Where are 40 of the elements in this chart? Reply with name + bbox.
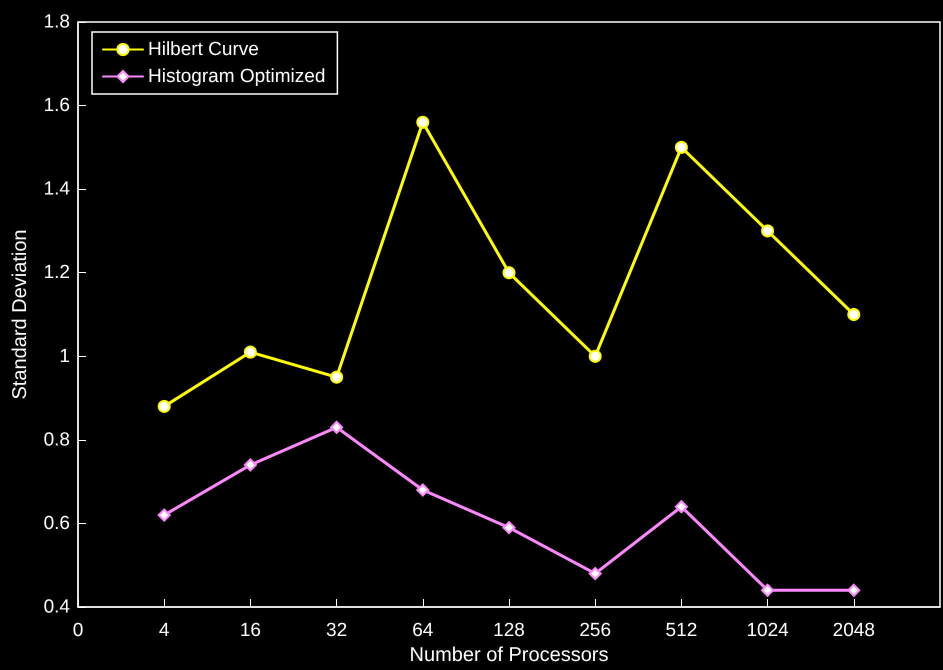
x-tick-label: 2048 <box>832 620 875 641</box>
y-tick-label: 1.2 <box>44 262 70 284</box>
point <box>588 350 602 363</box>
y-tick-label: 1 <box>59 346 70 367</box>
point <box>674 140 688 154</box>
point <box>847 308 860 321</box>
point <box>761 584 774 597</box>
point <box>502 266 516 280</box>
point <box>847 584 860 597</box>
x-tick-label: 1024 <box>746 620 790 641</box>
x-tick-label: 32 <box>326 620 348 641</box>
y-tick-label: 0.4 <box>44 596 70 618</box>
point <box>330 420 344 434</box>
y-tick-label: 0.6 <box>44 512 70 534</box>
point <box>502 521 516 534</box>
x-tick-label: 64 <box>412 620 434 641</box>
point <box>761 224 774 238</box>
point <box>244 346 257 359</box>
x-tick-label: 16 <box>240 620 261 641</box>
point <box>158 508 171 522</box>
point <box>588 567 602 580</box>
x-tick-label: 0 <box>72 620 84 641</box>
point <box>416 484 430 496</box>
point <box>416 116 430 129</box>
y-tick-label: 1.6 <box>44 95 70 116</box>
point <box>158 400 171 413</box>
point <box>244 458 257 472</box>
legend-label: Hilbert Curve <box>148 39 259 60</box>
point <box>330 370 344 384</box>
x-tick-label: 256 <box>579 620 612 641</box>
point <box>674 500 688 514</box>
x-tick-label: 4 <box>158 620 170 641</box>
y-axis-title: Standard Deviation <box>9 229 31 400</box>
y-tick-label: 0.8 <box>44 429 70 450</box>
legend-label: Histogram Optimized <box>148 66 326 87</box>
y-tick-label: 1.4 <box>44 178 70 200</box>
x-tick-label: 512 <box>666 620 698 641</box>
y-tick-label: 1.8 <box>44 12 70 32</box>
x-tick-label: 128 <box>493 620 525 641</box>
x-axis-title: Number of Processors <box>410 644 608 666</box>
